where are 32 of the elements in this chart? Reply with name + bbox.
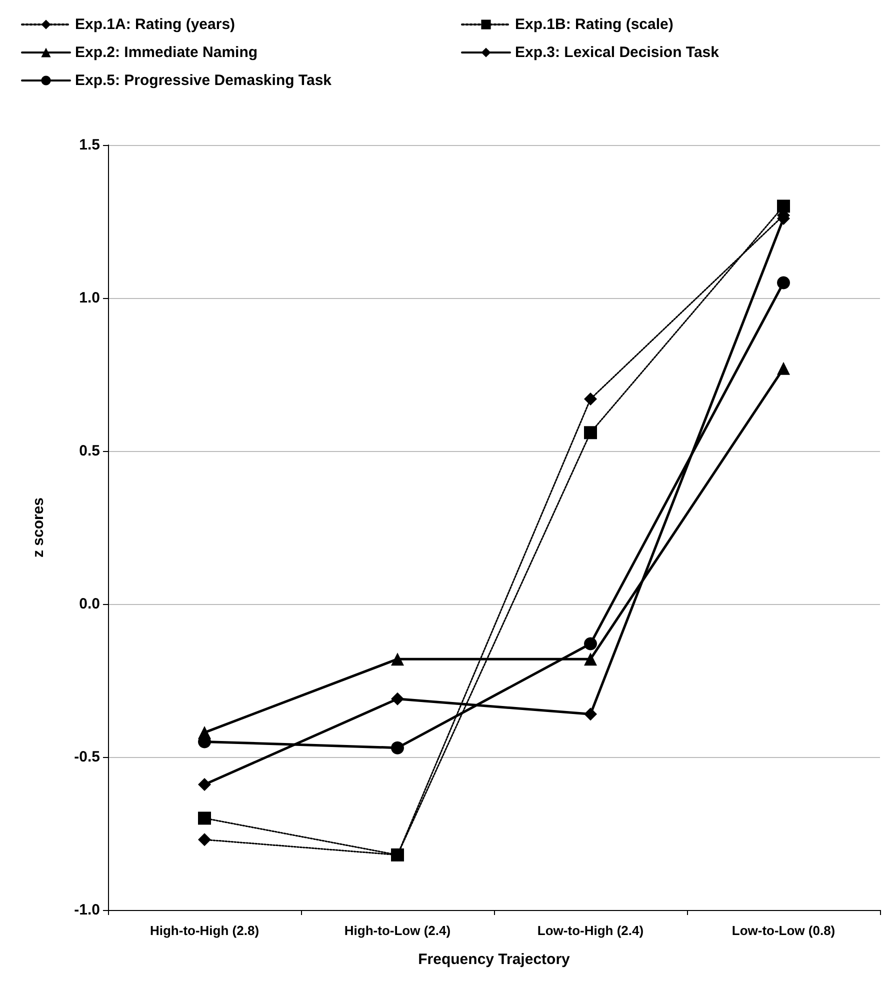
x-tick-label: High-to-High (2.8) — [150, 923, 260, 938]
legend-label: Exp.1A: Rating (years) — [75, 16, 236, 33]
y-tick-label: 0.5 — [79, 442, 100, 460]
legend-label: Exp.1B: Rating (scale) — [515, 16, 674, 33]
point — [777, 200, 790, 213]
point — [198, 833, 211, 846]
point — [584, 652, 597, 666]
y-tick-label: 1.5 — [79, 136, 100, 154]
legend-label: Exp.2: Immediate Naming — [75, 44, 258, 61]
y-tick-label: 1.0 — [79, 290, 100, 306]
legend-label: Exp.5: Progressive Demasking Task — [75, 72, 332, 89]
y-axis-title: z scores — [30, 497, 47, 558]
y-tick-label: 0.0 — [79, 596, 100, 612]
point — [391, 848, 404, 862]
x-tick-label: Low-to-High (2.4) — [537, 923, 644, 938]
x-tick-label: Low-to-Low (0.8) — [732, 923, 836, 938]
y-tick-label: -1.0 — [74, 902, 100, 918]
point — [777, 276, 790, 290]
point — [584, 426, 597, 440]
x-tick-label: High-to-Low (2.4) — [344, 923, 451, 938]
point — [391, 692, 404, 706]
y-tick-label: -0.5 — [74, 748, 100, 766]
point — [584, 637, 597, 650]
point — [584, 392, 597, 406]
x-axis-title: Frequency Trajectory — [418, 951, 571, 968]
point — [391, 741, 404, 754]
point — [198, 778, 211, 792]
point — [391, 652, 404, 666]
point — [777, 362, 790, 375]
point — [584, 708, 597, 721]
point — [198, 812, 211, 825]
legend-label: Exp.3: Lexical Decision Task — [515, 44, 720, 61]
